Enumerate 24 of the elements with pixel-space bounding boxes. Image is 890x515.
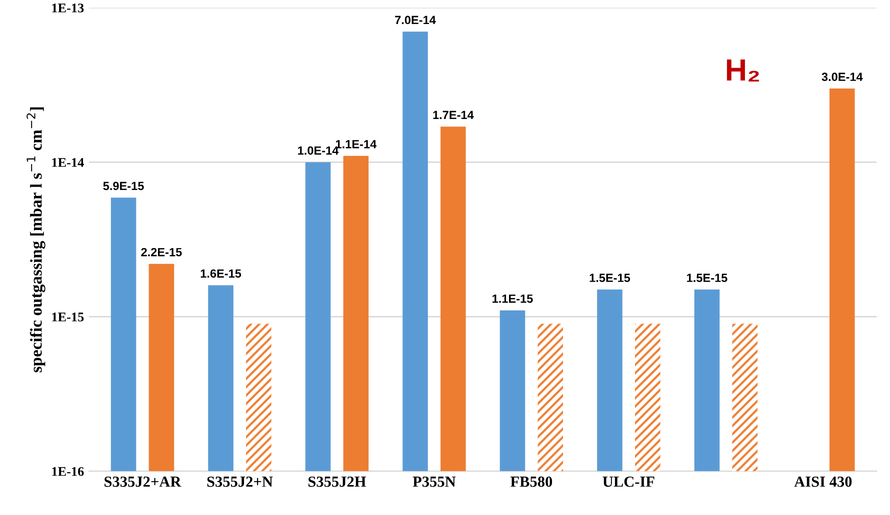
data-label: 1.6E-15 (200, 269, 242, 278)
annotation: H₂ (726, 59, 759, 82)
y-tick-label: 1E-14 (52, 158, 84, 167)
y-axis-title: specific outgassing [mbar l s$^{−1}$ cm$^{−2}$] (26, 107, 46, 372)
x-tick-label: P355N (412, 476, 456, 487)
data-label: 7.0E-14 (395, 16, 436, 24)
data-label: 2.2E-15 (141, 248, 182, 256)
x-tick-label: FB580 (510, 476, 552, 487)
data-label: 5.9E-15 (103, 182, 144, 190)
data-label: 1.5E-15 (687, 274, 728, 282)
data-label: 3.0E-14 (822, 72, 863, 82)
x-tick-label: AISI 430 (794, 476, 852, 487)
y-tick-label: 1E-16 (52, 467, 84, 476)
data-label: 1.7E-14 (433, 110, 474, 120)
x-tick-label: ULC-IF (602, 476, 654, 487)
y-tick-label: 1E-15 (52, 312, 84, 322)
data-label: 1.1E-14 (336, 140, 377, 148)
x-tick-label: S335J2+AR (104, 476, 182, 487)
data-label: 1.0E-14 (298, 146, 339, 155)
x-tick-label: S355J2H (308, 476, 366, 487)
x-tick-label: S355J2+N (207, 476, 273, 487)
data-label: 1.1E-15 (492, 294, 533, 303)
y-tick-label: 1E-13 (52, 4, 84, 12)
data-label: 1.5E-15 (590, 274, 630, 282)
